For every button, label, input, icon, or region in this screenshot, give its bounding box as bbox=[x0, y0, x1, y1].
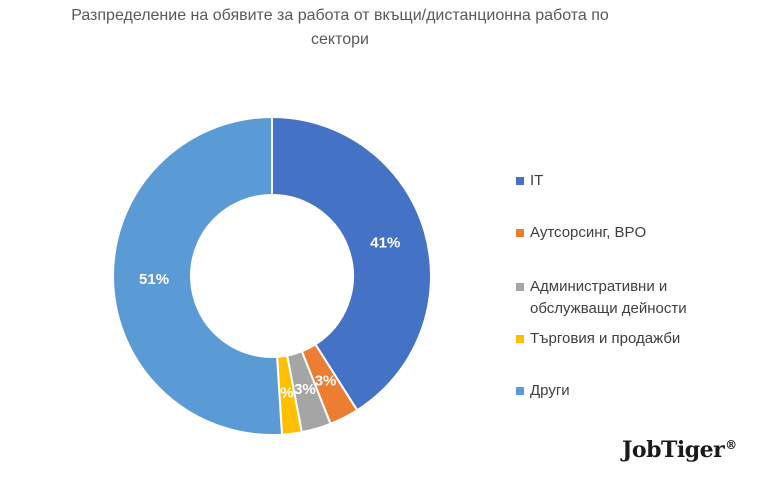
legend-swatch-it bbox=[516, 177, 524, 185]
donut-slice-it bbox=[271, 115, 432, 412]
data-label-outsourcing: 3% bbox=[315, 373, 337, 390]
legend-swatch-sales bbox=[516, 335, 524, 343]
legend-swatch-other bbox=[516, 387, 524, 395]
legend-item-sales: Търговия и продажби bbox=[516, 328, 680, 350]
brand-name: JobTiger bbox=[622, 437, 725, 463]
legend-label-outsourcing: Аутсорсинг, BPO bbox=[530, 224, 647, 241]
legend-swatch-outsourcing bbox=[516, 229, 524, 237]
legend-label-sales: Търговия и продажби bbox=[530, 330, 681, 347]
data-label-other: 51% bbox=[139, 271, 169, 288]
donut-slice-other bbox=[111, 115, 284, 436]
legend-item-other: Други bbox=[516, 380, 570, 402]
legend-swatch-administrative bbox=[516, 283, 524, 291]
chart-title-line-1: Разпределение на обявите за работа от вк… bbox=[71, 7, 609, 24]
registered-mark: ® bbox=[725, 437, 737, 452]
legend-item-outsourcing: Аутсорсинг, BPO bbox=[516, 222, 646, 244]
legend-label-administrative: Административни и обслужващи дейности bbox=[530, 278, 687, 317]
data-label-it: 41% bbox=[370, 235, 400, 252]
legend-item-it: IT bbox=[516, 170, 543, 192]
legend-label-other: Други bbox=[530, 382, 570, 399]
chart-title: Разпределение на обявите за работа от вк… bbox=[0, 4, 680, 52]
jobtiger-logo: JobTiger® bbox=[622, 437, 737, 463]
chart-title-line-2: сектори bbox=[311, 31, 369, 48]
legend-label-it: IT bbox=[530, 172, 544, 189]
legend-item-administrative: Административни и обслужващи дейности bbox=[516, 276, 687, 320]
data-label-administrative: 3% bbox=[294, 381, 316, 398]
